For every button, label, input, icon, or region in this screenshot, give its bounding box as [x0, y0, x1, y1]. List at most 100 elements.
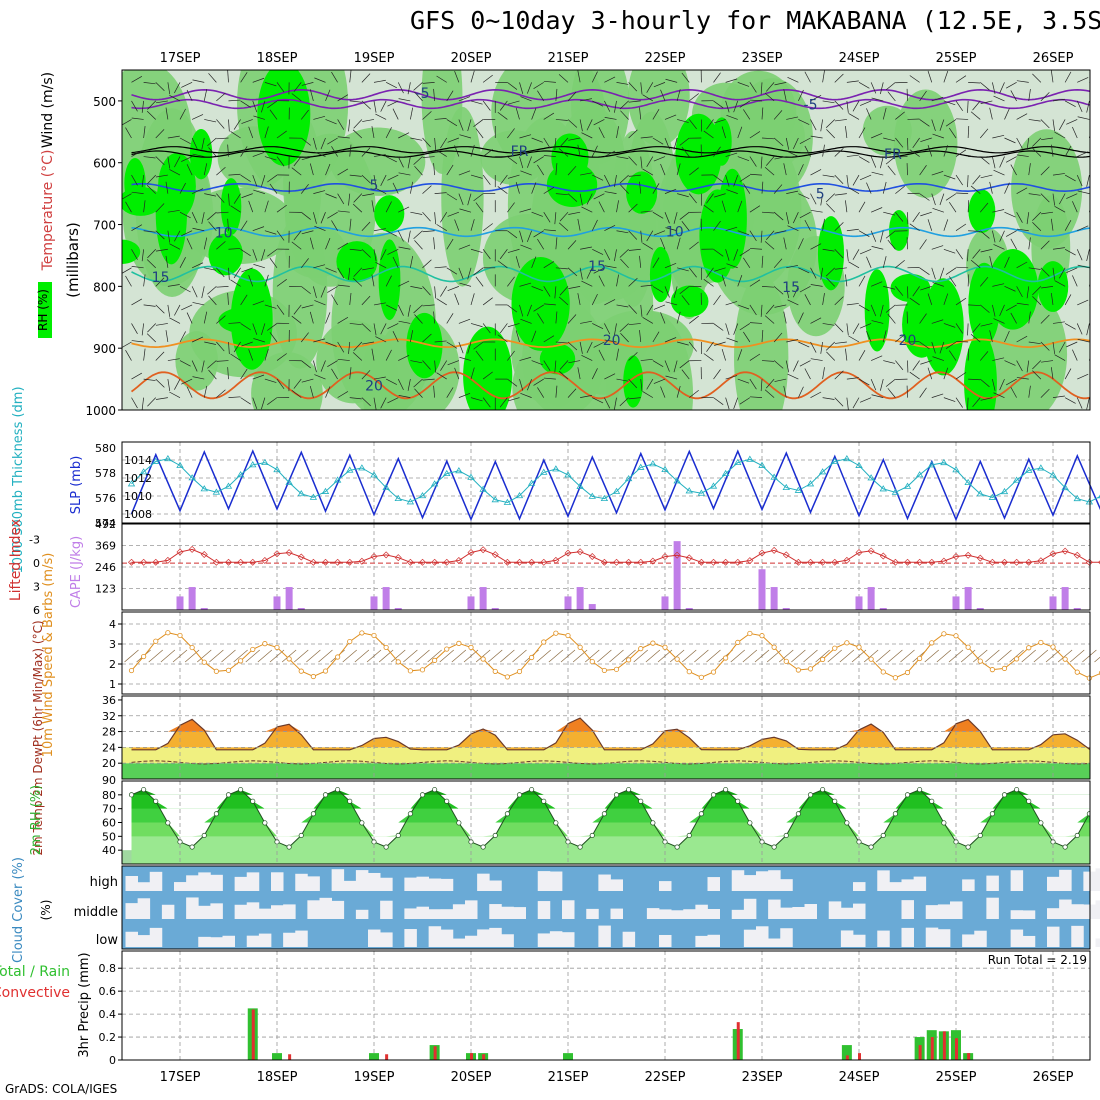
- lifted-index-point: [419, 558, 426, 566]
- wind-barb: [943, 293, 949, 306]
- thickness-point: [479, 485, 487, 492]
- wind-barb: [410, 137, 423, 141]
- wind-barb: [688, 193, 697, 204]
- wind-barb: [737, 156, 750, 161]
- wind-barb: [586, 119, 593, 131]
- wind-barb: [845, 348, 848, 361]
- slp-frame: [121, 441, 1091, 524]
- wind-barb: [834, 193, 847, 196]
- wind-barb: [155, 277, 165, 287]
- rh2m-point: [577, 844, 583, 850]
- wind-barb: [349, 174, 362, 177]
- temp2m-axis-label: 2m Temp 2m DewPt (6hr Min/Max) (°C): [31, 620, 45, 855]
- wind-barb: [810, 341, 817, 353]
- cape-bar: [188, 587, 196, 610]
- wind-barb: [361, 100, 371, 110]
- wind-barb: [331, 220, 338, 231]
- cape-tick-label: 369: [95, 540, 116, 553]
- wind-barb: [436, 298, 447, 306]
- wind10-barb: [245, 649, 260, 663]
- cloud-clear-gap: [246, 902, 260, 919]
- wind-barb: [912, 137, 920, 149]
- wind-barb: [689, 389, 699, 398]
- wind-barb: [447, 286, 460, 291]
- wind-barb: [604, 265, 617, 269]
- total-precip-bar: [841, 1045, 852, 1060]
- rh2m-point: [395, 832, 401, 838]
- wind-barb: [640, 82, 643, 95]
- wind-barb: [531, 137, 543, 143]
- cloud-clear-gap: [622, 931, 636, 947]
- wind-barb: [1016, 137, 1023, 149]
- wind-barb: [887, 91, 896, 102]
- wind-barb: [677, 341, 689, 346]
- wind10-point: [589, 658, 595, 665]
- wind-barb: [652, 286, 664, 293]
- wind-barb: [387, 174, 399, 181]
- cape-bar: [673, 541, 681, 610]
- wind-barb: [713, 146, 721, 157]
- cloud-clear-gap: [380, 877, 393, 891]
- wind-barb: [764, 92, 775, 102]
- wind-barb: [422, 304, 435, 307]
- cloud-clear-gap: [465, 935, 478, 947]
- thickness-axis-label: 1000-500mb Thickness (dm): [11, 386, 26, 573]
- wind-barb: [241, 193, 253, 199]
- wind-barb: [146, 185, 156, 194]
- wind-barb: [186, 164, 193, 176]
- wind-barb: [1064, 174, 1076, 182]
- wind-barb: [895, 111, 905, 120]
- wind-barb: [932, 207, 944, 213]
- temp-band-20-24: [122, 747, 1090, 764]
- wind-barb: [499, 100, 508, 111]
- wind-barb: [866, 182, 872, 194]
- wind-barb: [1059, 267, 1066, 279]
- wind-barb: [604, 76, 616, 83]
- wind-barb: [628, 397, 641, 400]
- wind-barb: [470, 323, 483, 328]
- wind-barb: [337, 316, 349, 324]
- wind-barb: [440, 360, 448, 371]
- cape-bar: [1061, 587, 1069, 610]
- wind-barb: [1004, 256, 1010, 268]
- x-tick-label-bottom: 26SEP: [1033, 1070, 1074, 1085]
- wind-barb: [291, 93, 302, 102]
- wind-barb: [143, 274, 146, 287]
- wind-barb: [167, 156, 171, 169]
- wind-barb: [810, 267, 817, 279]
- wind-barb: [385, 82, 397, 89]
- wind-barb: [866, 256, 872, 268]
- wind10-point: [262, 641, 268, 647]
- wind-barb: [398, 172, 411, 176]
- wind-barb: [434, 340, 447, 343]
- wind-barb: [725, 100, 730, 113]
- rh-saturated-area: [546, 162, 598, 207]
- wind-barb: [507, 128, 515, 139]
- wind-barb: [1052, 98, 1065, 102]
- wind-barb: [749, 156, 757, 167]
- wind-barb: [664, 286, 670, 298]
- wind-barb: [581, 132, 593, 139]
- thickness-point: [903, 482, 912, 489]
- wind-barb: [866, 108, 872, 120]
- wind10-barb: [475, 649, 491, 663]
- cloud-clear-gap: [756, 926, 769, 947]
- wind-barb: [337, 391, 349, 398]
- wind10-panel: [122, 612, 1100, 694]
- run-total-label: Run Total = 2.19: [988, 953, 1087, 967]
- wind-barb: [558, 148, 569, 157]
- wind-barb: [155, 304, 165, 314]
- cape-bar: [855, 596, 863, 610]
- wind-barb: [620, 258, 629, 269]
- wind-barb: [948, 202, 957, 213]
- wind-barb: [313, 360, 317, 373]
- cloud-clear-gap: [743, 898, 757, 919]
- lifted-index-point: [940, 557, 948, 565]
- wind-barb: [1010, 386, 1017, 398]
- lifted-index-point: [249, 558, 257, 566]
- wind-barb: [186, 238, 193, 250]
- temp-band-below-20: [122, 763, 1090, 779]
- wind-barb: [567, 193, 578, 202]
- rh-saturated-area: [626, 171, 658, 214]
- wind-barb: [567, 119, 578, 128]
